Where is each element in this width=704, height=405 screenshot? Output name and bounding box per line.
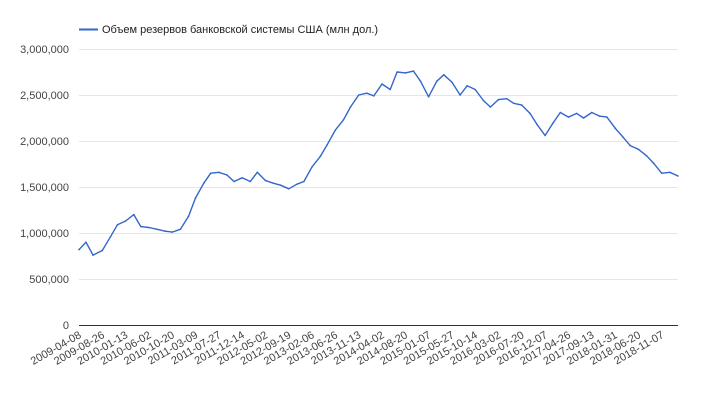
data-point — [279, 184, 282, 186]
data-point — [319, 155, 322, 158]
data-point — [614, 127, 616, 129]
data-point — [366, 92, 368, 94]
data-point — [381, 83, 383, 85]
data-point — [489, 106, 492, 108]
data-point — [342, 119, 345, 121]
data-point — [296, 183, 298, 185]
data-point — [78, 248, 80, 251]
data-point — [622, 136, 624, 139]
data-point — [92, 254, 94, 256]
data-point — [660, 172, 663, 174]
data-point — [85, 241, 87, 243]
data-point — [256, 171, 259, 174]
data-point — [194, 197, 197, 199]
data-point — [606, 116, 608, 118]
data-point — [591, 111, 593, 114]
data-point — [629, 144, 631, 147]
data-point — [396, 71, 398, 73]
data-point — [101, 249, 104, 252]
data-point — [552, 121, 555, 124]
data-point — [264, 179, 267, 182]
data-point — [482, 99, 485, 102]
data-point — [389, 88, 392, 91]
data-point — [334, 129, 337, 131]
data-point — [544, 134, 546, 137]
y-tick-label: 0 — [63, 320, 69, 332]
data-point — [349, 106, 352, 108]
data-point — [140, 225, 142, 228]
data-point — [412, 70, 415, 72]
data-point — [582, 117, 585, 119]
data-point — [218, 171, 220, 174]
data-point — [116, 223, 119, 226]
data-point — [164, 230, 166, 232]
data-point — [567, 116, 570, 118]
data-point — [233, 180, 235, 183]
legend-label: Объем резервов банковской системы США (м… — [102, 24, 378, 36]
series-line — [78, 70, 679, 256]
data-point — [529, 112, 531, 115]
data-point — [133, 213, 135, 216]
data-point — [459, 94, 461, 96]
data-point — [226, 174, 228, 176]
data-point — [436, 80, 438, 82]
data-point — [148, 226, 150, 229]
y-tick-label: 1,500,000 — [20, 182, 69, 194]
y-axis-ticks: 0 500,000 1,000,000 1,500,000 2,000,000 2,500… — [20, 44, 69, 332]
data-point — [521, 104, 523, 106]
data-point — [652, 162, 655, 164]
data-point — [241, 177, 243, 179]
data-point — [443, 74, 445, 76]
data-point — [645, 154, 648, 157]
data-point — [179, 228, 182, 231]
data-point — [326, 143, 329, 146]
data-point — [311, 166, 313, 168]
x-axis-ticks: 2009-04-082009-08-262010-01-132010-06-02… — [29, 329, 666, 368]
data-point — [536, 123, 538, 126]
data-point — [109, 235, 112, 238]
data-point — [559, 111, 562, 114]
data-point — [505, 97, 508, 100]
data-point — [249, 180, 252, 183]
data-point — [669, 171, 671, 174]
data-point — [124, 220, 127, 222]
series-layer — [78, 70, 679, 256]
data-point — [357, 94, 360, 96]
data-point — [288, 188, 290, 190]
data-point — [303, 180, 305, 183]
data-point — [637, 148, 640, 151]
data-point — [373, 95, 375, 97]
data-point — [272, 182, 275, 185]
y-tick-label: 2,000,000 — [20, 136, 69, 148]
data-point — [202, 182, 205, 185]
data-point — [404, 72, 407, 74]
data-point — [209, 172, 212, 174]
data-point — [474, 88, 477, 91]
y-tick-label: 3,000,000 — [20, 44, 69, 56]
data-point — [187, 215, 190, 218]
y-tick-label: 500,000 — [29, 274, 69, 286]
data-point — [427, 96, 430, 98]
legend: Объем резервов банковской системы США (м… — [79, 24, 378, 36]
y-tick-label: 1,000,000 — [20, 228, 69, 240]
data-point — [599, 115, 601, 117]
data-point — [419, 80, 422, 82]
data-point — [156, 228, 158, 231]
gridlines — [79, 49, 678, 280]
data-point — [451, 81, 453, 83]
y-tick-label: 2,500,000 — [20, 90, 69, 102]
data-point — [466, 85, 468, 87]
data-point — [677, 175, 679, 177]
data-point — [171, 231, 173, 233]
data-point — [512, 102, 515, 105]
data-point — [575, 112, 578, 115]
data-point — [497, 98, 500, 101]
